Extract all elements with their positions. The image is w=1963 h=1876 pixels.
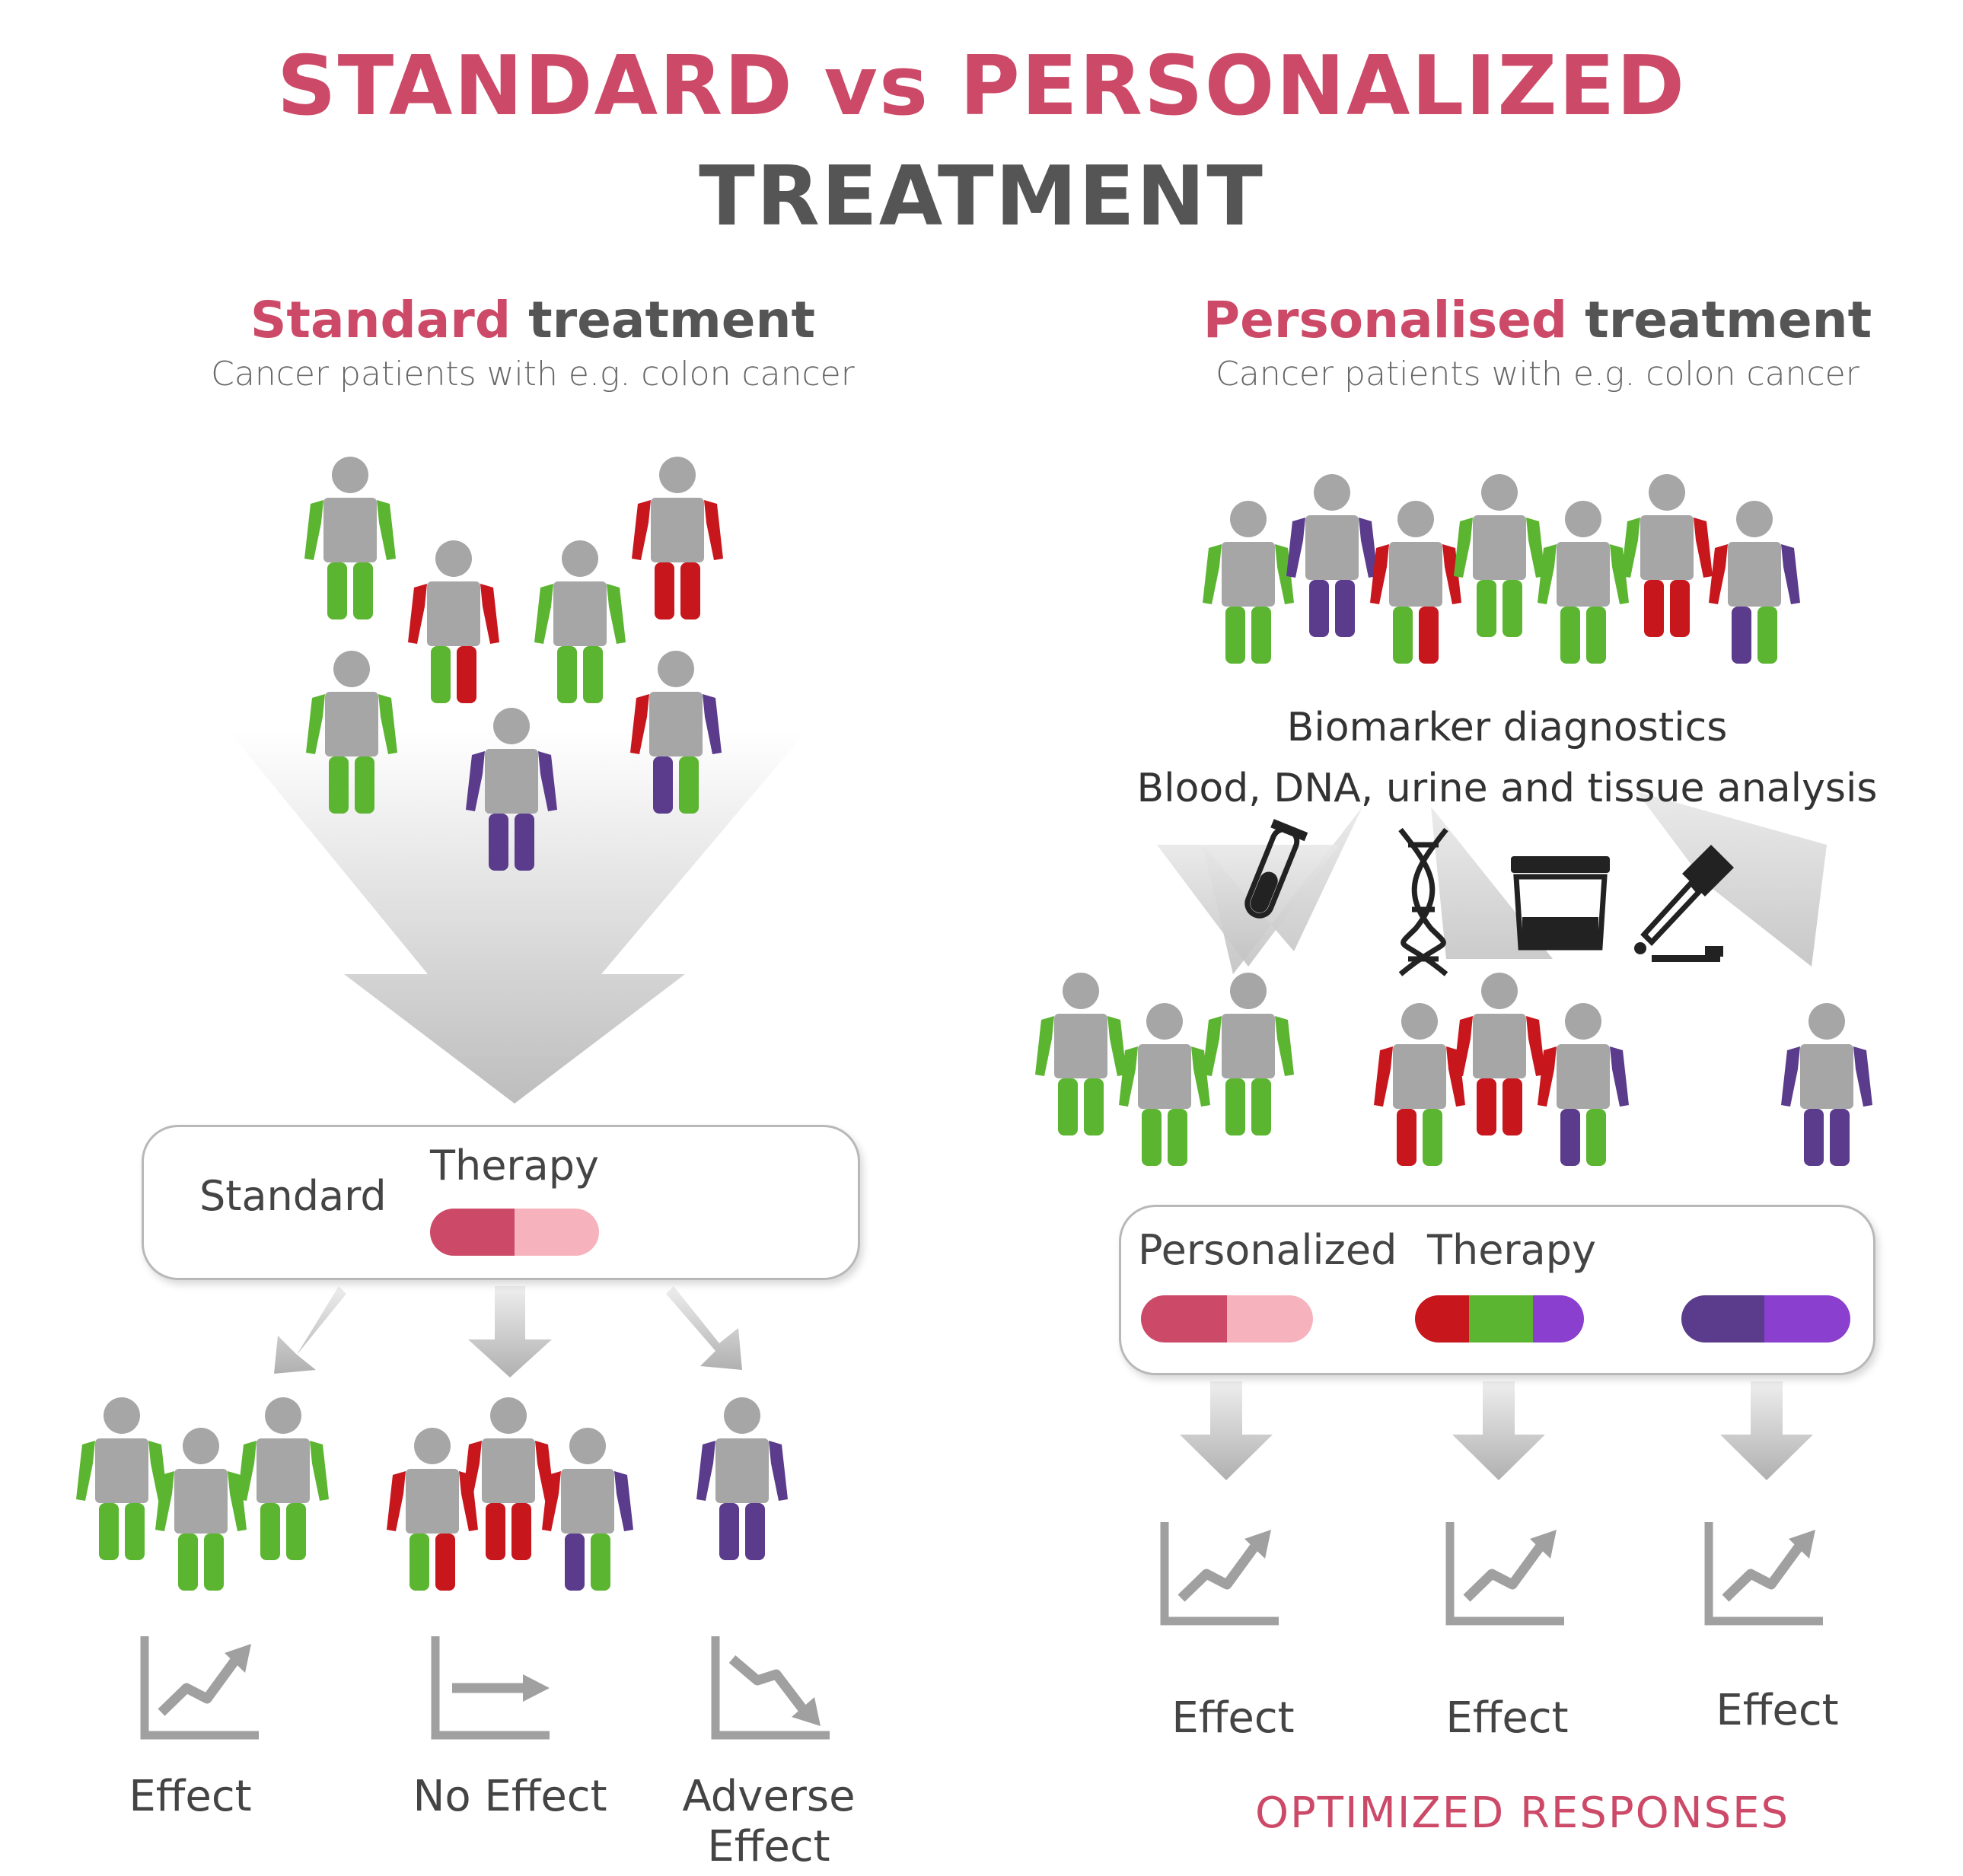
chart-up-icon — [140, 1636, 259, 1740]
personalized-therapy-box — [1119, 1205, 1875, 1375]
therapy-label-right: Therapy — [1427, 1226, 1596, 1274]
person-icon — [1370, 501, 1461, 664]
personalized-pill-purple — [1681, 1295, 1850, 1343]
person-icon — [1621, 474, 1713, 637]
main-title-line1: STANDARD vs PERSONALIZED — [276, 39, 1687, 134]
person-icon — [632, 457, 723, 619]
person-icon — [237, 1397, 329, 1560]
person-icon — [466, 708, 557, 871]
down-arrow-icon — [468, 1286, 552, 1378]
person-icon — [696, 1397, 788, 1560]
optimized-responses: OPTIMIZED RESPONSES — [1254, 1788, 1790, 1838]
person-icon — [408, 540, 499, 703]
biomarker-title: Biomarker diagnostics — [1286, 705, 1728, 750]
dna-icon — [1398, 827, 1448, 976]
chart-flat-icon — [431, 1636, 550, 1740]
person-icon — [1454, 474, 1545, 637]
down-arrow-icon — [666, 1286, 742, 1370]
chart-up-icon — [1704, 1522, 1823, 1626]
biomarker-subtitle: Blood, DNA, urine and tissue analysis — [1136, 766, 1878, 811]
down-arrow-icon — [1720, 1381, 1813, 1480]
right-heading: Personalised treatment — [1157, 295, 1918, 346]
person-icon — [1035, 973, 1126, 1135]
person-icon — [534, 540, 626, 703]
person-icon — [304, 457, 396, 619]
main-title-line2: TREATMENT — [699, 149, 1264, 244]
personalized-pill-pink — [1141, 1295, 1313, 1343]
bio-arrow-right — [1636, 791, 1827, 967]
person-icon — [1119, 1003, 1210, 1166]
dropper-icon — [1634, 845, 1734, 962]
left-subtitle: Cancer patients with e.g. colon cancer — [211, 355, 855, 393]
left-outcome-label-2: No Effect — [413, 1772, 607, 1821]
person-icon — [1709, 501, 1800, 664]
left-heading-accent: Standard — [250, 291, 511, 349]
left-heading-rest: treatment — [528, 291, 816, 349]
right-subtitle: Cancer patients with e.g. colon cancer — [1216, 355, 1859, 393]
person-icon — [155, 1428, 247, 1591]
small-arrows-left — [274, 1286, 742, 1378]
person-icon — [1538, 1003, 1629, 1166]
chart-down-icon — [711, 1636, 830, 1740]
person-icon — [630, 651, 722, 814]
small-arrows-right — [1180, 1381, 1813, 1480]
person-icon — [1781, 1003, 1872, 1166]
person-icon — [387, 1428, 478, 1591]
chart-up-icon — [1160, 1522, 1279, 1626]
down-arrow-icon — [1452, 1381, 1545, 1480]
person-icon — [306, 651, 397, 814]
person-icon — [463, 1397, 554, 1560]
person-icon — [1203, 973, 1294, 1135]
left-heading: Standard treatment — [152, 295, 913, 346]
person-icon — [1454, 973, 1545, 1135]
left-outcome-label-1: Effect — [129, 1772, 252, 1821]
personalized-label: Personalized — [1138, 1226, 1397, 1274]
down-arrow-icon — [274, 1286, 346, 1374]
test-tube-icon — [1244, 819, 1308, 919]
down-arrow-icon — [1180, 1381, 1273, 1480]
funnel-arrow — [228, 731, 807, 1104]
personalized-pill-multi — [1415, 1295, 1584, 1343]
person-icon — [1203, 501, 1294, 664]
people-layer — [76, 457, 1872, 1591]
right-heading-rest: treatment — [1585, 291, 1872, 349]
person-icon — [1374, 1003, 1465, 1166]
right-heading-accent: Personalised — [1203, 291, 1568, 349]
left-outcome-label-3: Adverse Effect — [682, 1772, 856, 1872]
right-outcome-label-1: Effect — [1171, 1693, 1295, 1743]
person-icon — [1286, 474, 1378, 637]
person-icon — [1538, 501, 1629, 664]
standard-therapy-pill — [430, 1209, 599, 1256]
right-outcome-label-2: Effect — [1445, 1693, 1569, 1743]
standard-label: Standard — [199, 1172, 387, 1220]
urine-cup-icon — [1511, 856, 1610, 951]
charts-layer — [140, 1522, 1823, 1740]
right-outcome-label-3: Effect — [1716, 1686, 1839, 1735]
chart-up-icon — [1445, 1522, 1564, 1626]
person-icon — [542, 1428, 633, 1591]
therapy-label-left: Therapy — [430, 1142, 599, 1190]
